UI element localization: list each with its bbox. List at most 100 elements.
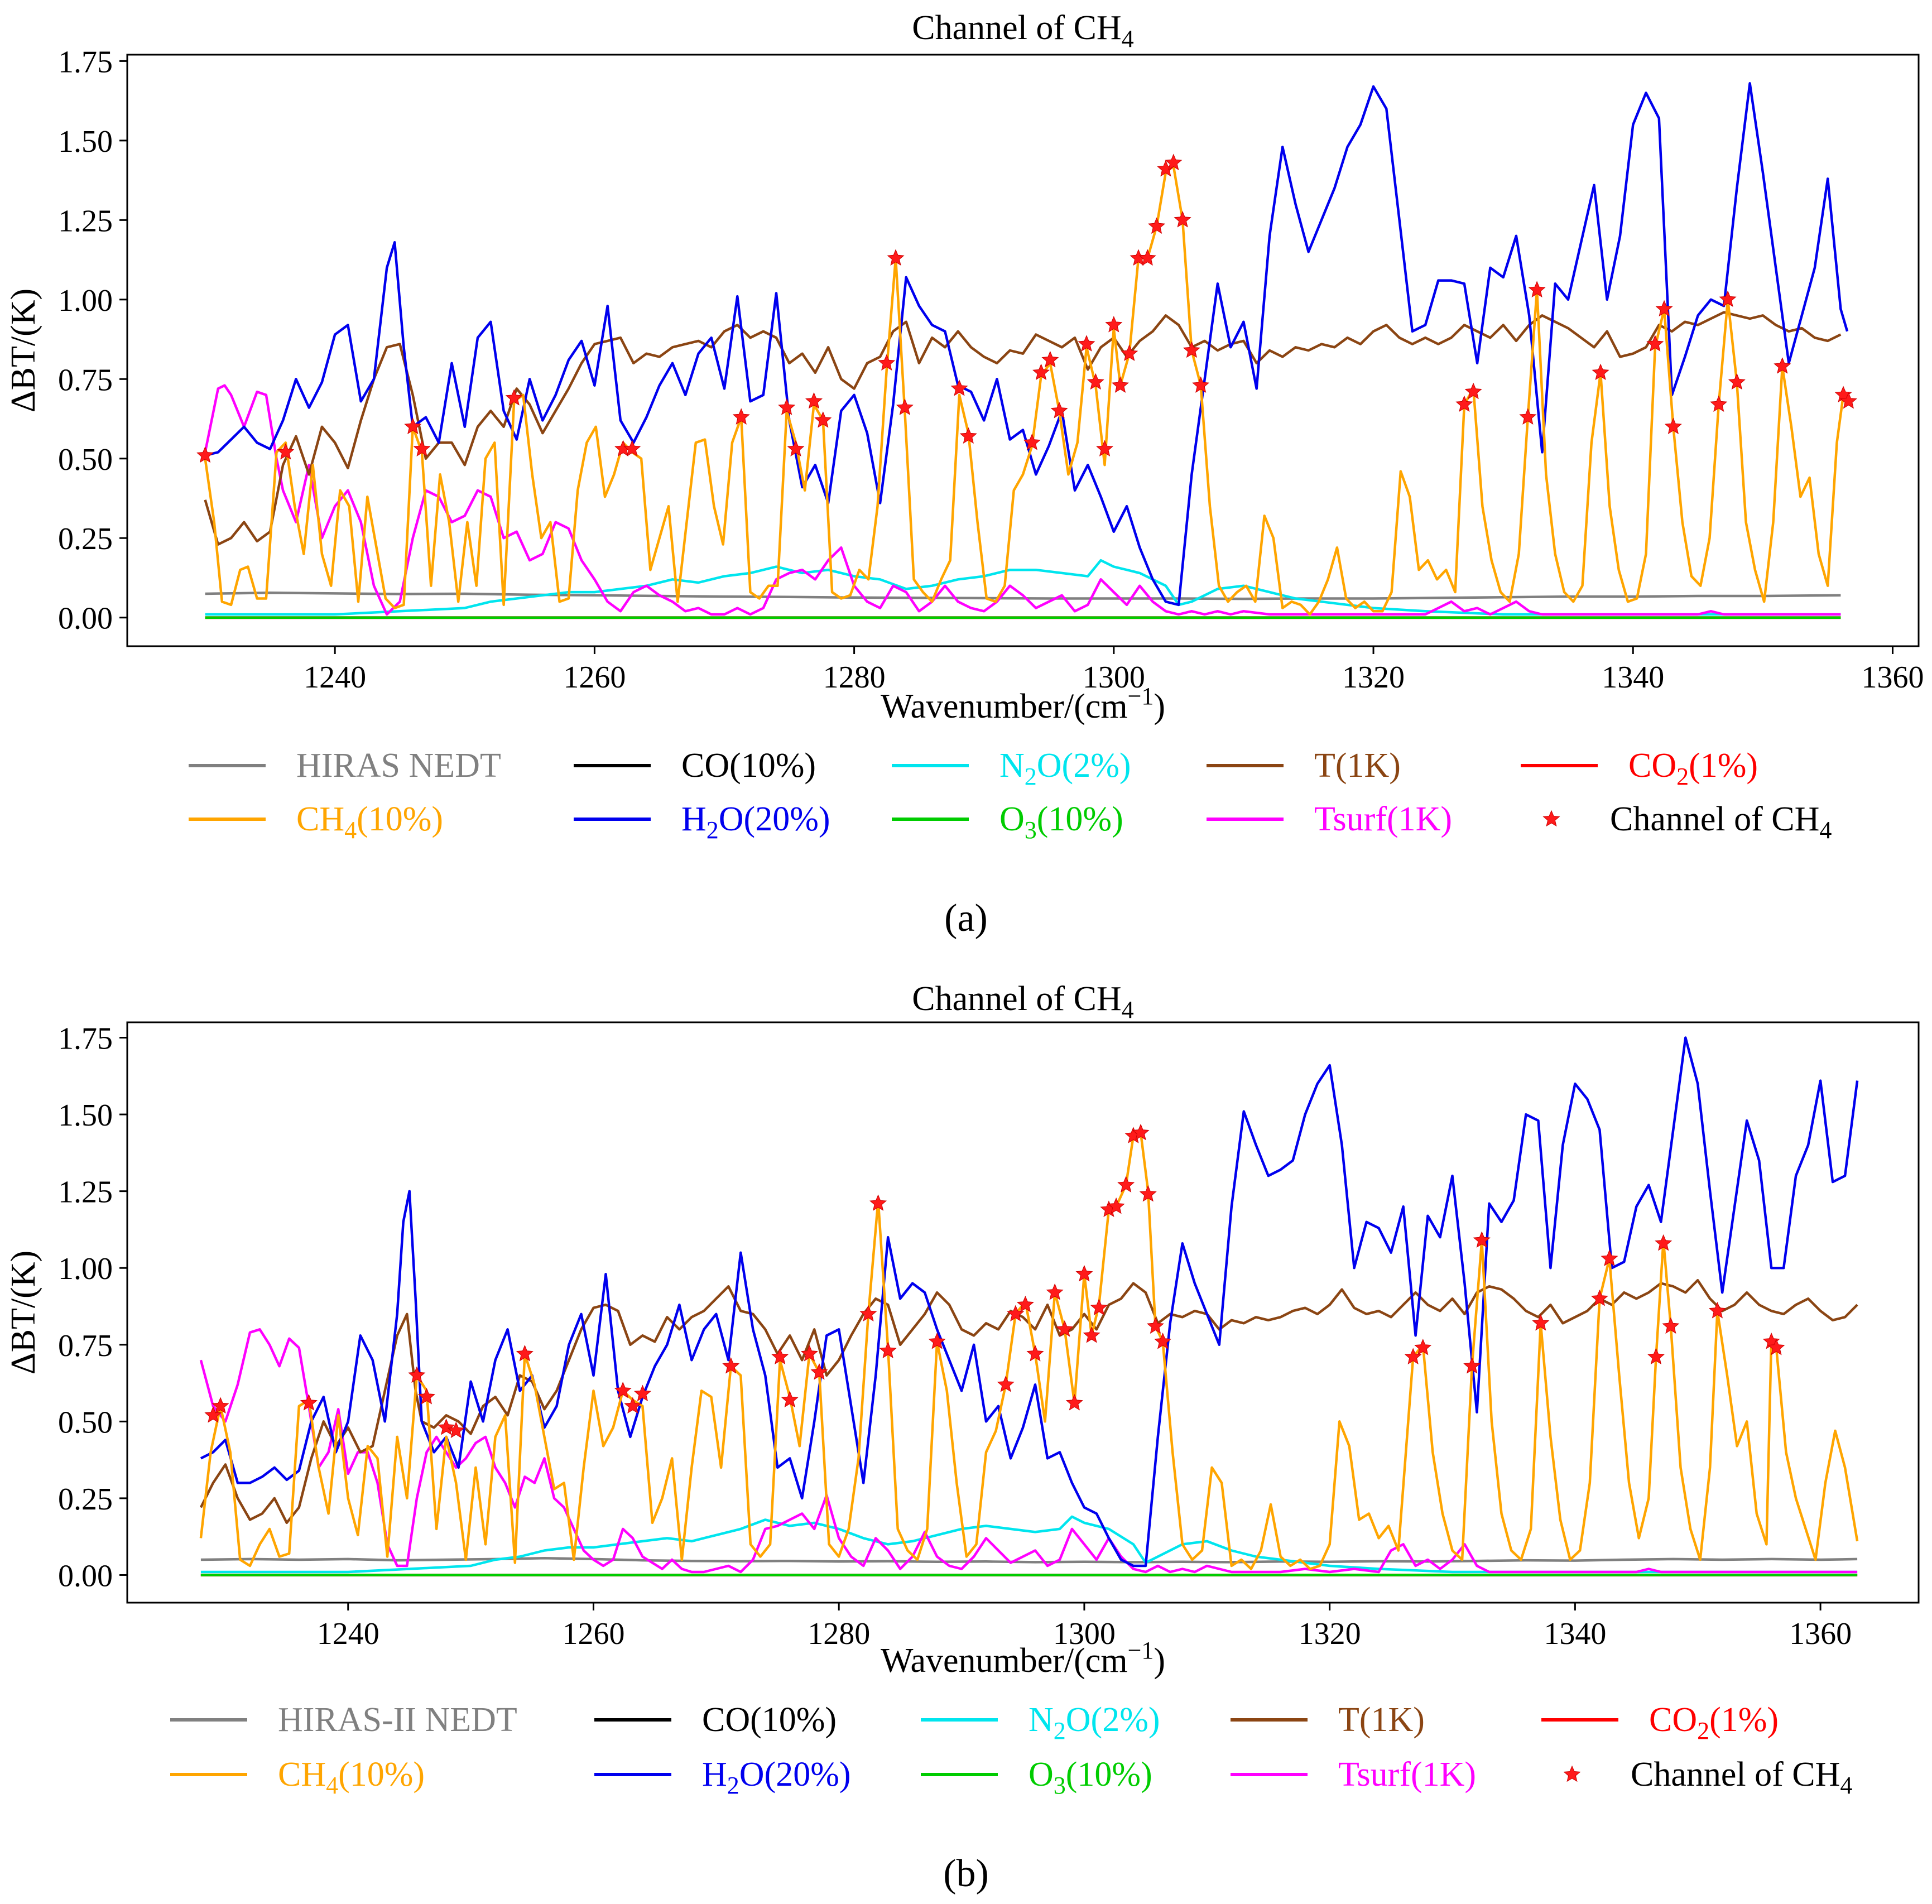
legend-label-nedt-main: HIRAS-II NEDT: [278, 1701, 517, 1739]
legend-label-co2-sub: 2: [1697, 1717, 1709, 1744]
series-t-line: [204, 311, 1842, 546]
channel-star-marker: [1032, 363, 1050, 381]
legend-label-h2o-main: H: [702, 1756, 727, 1794]
y-tick-label: 0.00: [58, 1559, 113, 1593]
panel-b: Channel of CH40.000.250.500.751.001.251.…: [4, 980, 1920, 1799]
channel-star-marker: [413, 440, 431, 456]
channel-star-marker: [1083, 1326, 1100, 1343]
legend-label-channel-sub: 4: [1819, 816, 1832, 844]
legend-label-n2o: N2O(2%): [999, 747, 1131, 790]
y-tick-label: 1.50: [58, 1098, 113, 1133]
series-h2o-line: [200, 1036, 1859, 1568]
legend-label-nedt: HIRAS-II NEDT: [278, 1701, 517, 1739]
legend-label-channel-main: Channel of CH: [1610, 800, 1819, 838]
y-tick-label: 0.00: [58, 602, 113, 636]
legend-label-nedt: HIRAS NEDT: [296, 747, 501, 785]
channel-star-marker: [1646, 335, 1664, 352]
x-tick-label: 1340: [1602, 660, 1664, 695]
channel-star-marker: [516, 1344, 534, 1362]
legend-label-t-main: T(1K): [1338, 1701, 1425, 1739]
channel-star-marker: [1463, 1357, 1481, 1374]
channel-star-marker: [1139, 1185, 1157, 1202]
legend-label-nedt-main: HIRAS NEDT: [296, 747, 501, 785]
channel-star-marker: [204, 1406, 222, 1423]
y-tick-label: 1.50: [58, 124, 113, 159]
legend-label-t-main: T(1K): [1314, 747, 1401, 785]
legend-label-o3-sub: 3: [1025, 816, 1037, 844]
channel-star-marker: [633, 1384, 651, 1402]
channel-star-marker: [732, 408, 750, 425]
channel-star-marker: [1146, 1317, 1164, 1334]
x-axis-label: Wavenumber/(cm−1): [881, 682, 1165, 725]
channel-star-marker: [1041, 350, 1059, 368]
channel-star-marker: [1414, 1338, 1432, 1355]
channel-star-marker: [810, 1363, 828, 1380]
legend-label-h2o-rest: O(20%): [739, 1756, 851, 1794]
channel-star-marker: [778, 398, 796, 415]
chart-title: Channel of CH4: [912, 9, 1133, 52]
legend-label-channel: Channel of CH4: [1631, 1756, 1852, 1799]
legend-label-t: T(1K): [1338, 1701, 1425, 1739]
legend-label-h2o: H2O(20%): [702, 1756, 851, 1799]
legend: HIRAS-II NEDT CO(10%) N2O(2%) T(1K) CO2(1%)C…: [170, 1701, 1852, 1799]
legend-label-t: T(1K): [1314, 747, 1401, 785]
channel-star-marker: [879, 1342, 897, 1358]
series-n2o-line: [200, 1515, 1858, 1574]
channel-star-marker: [1056, 1320, 1074, 1337]
channel-star-marker: [1154, 1332, 1172, 1349]
legend-label-tsurf: Tsurf(1K): [1338, 1756, 1476, 1794]
x-tick-label: 1260: [563, 660, 626, 695]
channel-star-marker: [1046, 1283, 1064, 1300]
legend-label-n2o-rest: O(2%): [1066, 1701, 1160, 1739]
legend-label-co-main: CO(10%): [702, 1701, 837, 1739]
channel-star-marker: [1592, 363, 1609, 381]
channel-star-marker: [417, 1387, 435, 1405]
legend-label-h2o-main: H: [681, 800, 707, 838]
series-n2o-line: [205, 559, 1841, 616]
legend: HIRAS NEDT CO(10%) N2O(2%) T(1K) CO2(1%)CH4(…: [189, 747, 1832, 844]
legend-label-co: CO(10%): [681, 747, 816, 785]
channel-star-marker: [505, 389, 523, 406]
x-axis-label-sup: −1: [1128, 682, 1154, 710]
legend-label-channel-sub: 4: [1840, 1772, 1852, 1799]
channel-star-marker: [1007, 1305, 1025, 1321]
channel-star-marker: [887, 249, 905, 266]
legend-label-ch4: CH4(10%): [278, 1756, 425, 1799]
y-tick-label: 1.25: [58, 1175, 113, 1210]
legend-label-o3-main: O: [1029, 1756, 1054, 1794]
channel-star-marker: [1078, 335, 1095, 352]
axes-frame: [126, 54, 1920, 647]
channel-star-marker: [1026, 1345, 1044, 1362]
chart-title-sub: 4: [1122, 25, 1134, 52]
channel-star-marker: [1774, 357, 1791, 374]
panel-a: Channel of CH40.000.250.500.751.001.251.…: [4, 9, 1924, 844]
channel-star-marker: [1023, 434, 1041, 450]
x-tick-label: 1300: [1083, 660, 1145, 695]
y-tick-label: 1.25: [58, 204, 113, 238]
legend-label-ch4: CH4(10%): [296, 800, 443, 844]
series-t-line: [199, 1278, 1858, 1525]
y-tick-label: 1.75: [58, 45, 113, 79]
channel-star-marker: [447, 1421, 465, 1439]
plot-area: [199, 1036, 1859, 1576]
channel-star-marker: [438, 1418, 455, 1435]
chart-title: Channel of CH4: [912, 980, 1133, 1023]
series-nedt-line: [200, 1556, 1858, 1564]
x-tick-label: 1360: [1861, 660, 1924, 695]
y-tick-label: 1.00: [58, 283, 113, 318]
channel-star-marker: [1107, 1197, 1125, 1214]
x-tick-label: 1360: [1789, 1617, 1852, 1651]
y-tick-label: 0.25: [58, 522, 113, 556]
x-axis-label-end: ): [1154, 687, 1165, 725]
plot-area: [196, 82, 1857, 619]
channel-star-marker: [300, 1394, 318, 1411]
channel-star-marker: [1473, 1231, 1491, 1248]
legend-label-channel-main: Channel of CH: [1631, 1756, 1840, 1794]
channel-star-marker: [1075, 1264, 1093, 1282]
channel-star-marker: [1839, 392, 1857, 409]
channel-star-marker: [1664, 417, 1682, 434]
legend-label-o3: O3(10%): [1029, 1756, 1152, 1799]
legend-star-swatch: [1563, 1765, 1581, 1782]
legend-label-o3: O3(10%): [999, 800, 1123, 844]
legend-label-ch4-main: CH: [296, 800, 344, 838]
